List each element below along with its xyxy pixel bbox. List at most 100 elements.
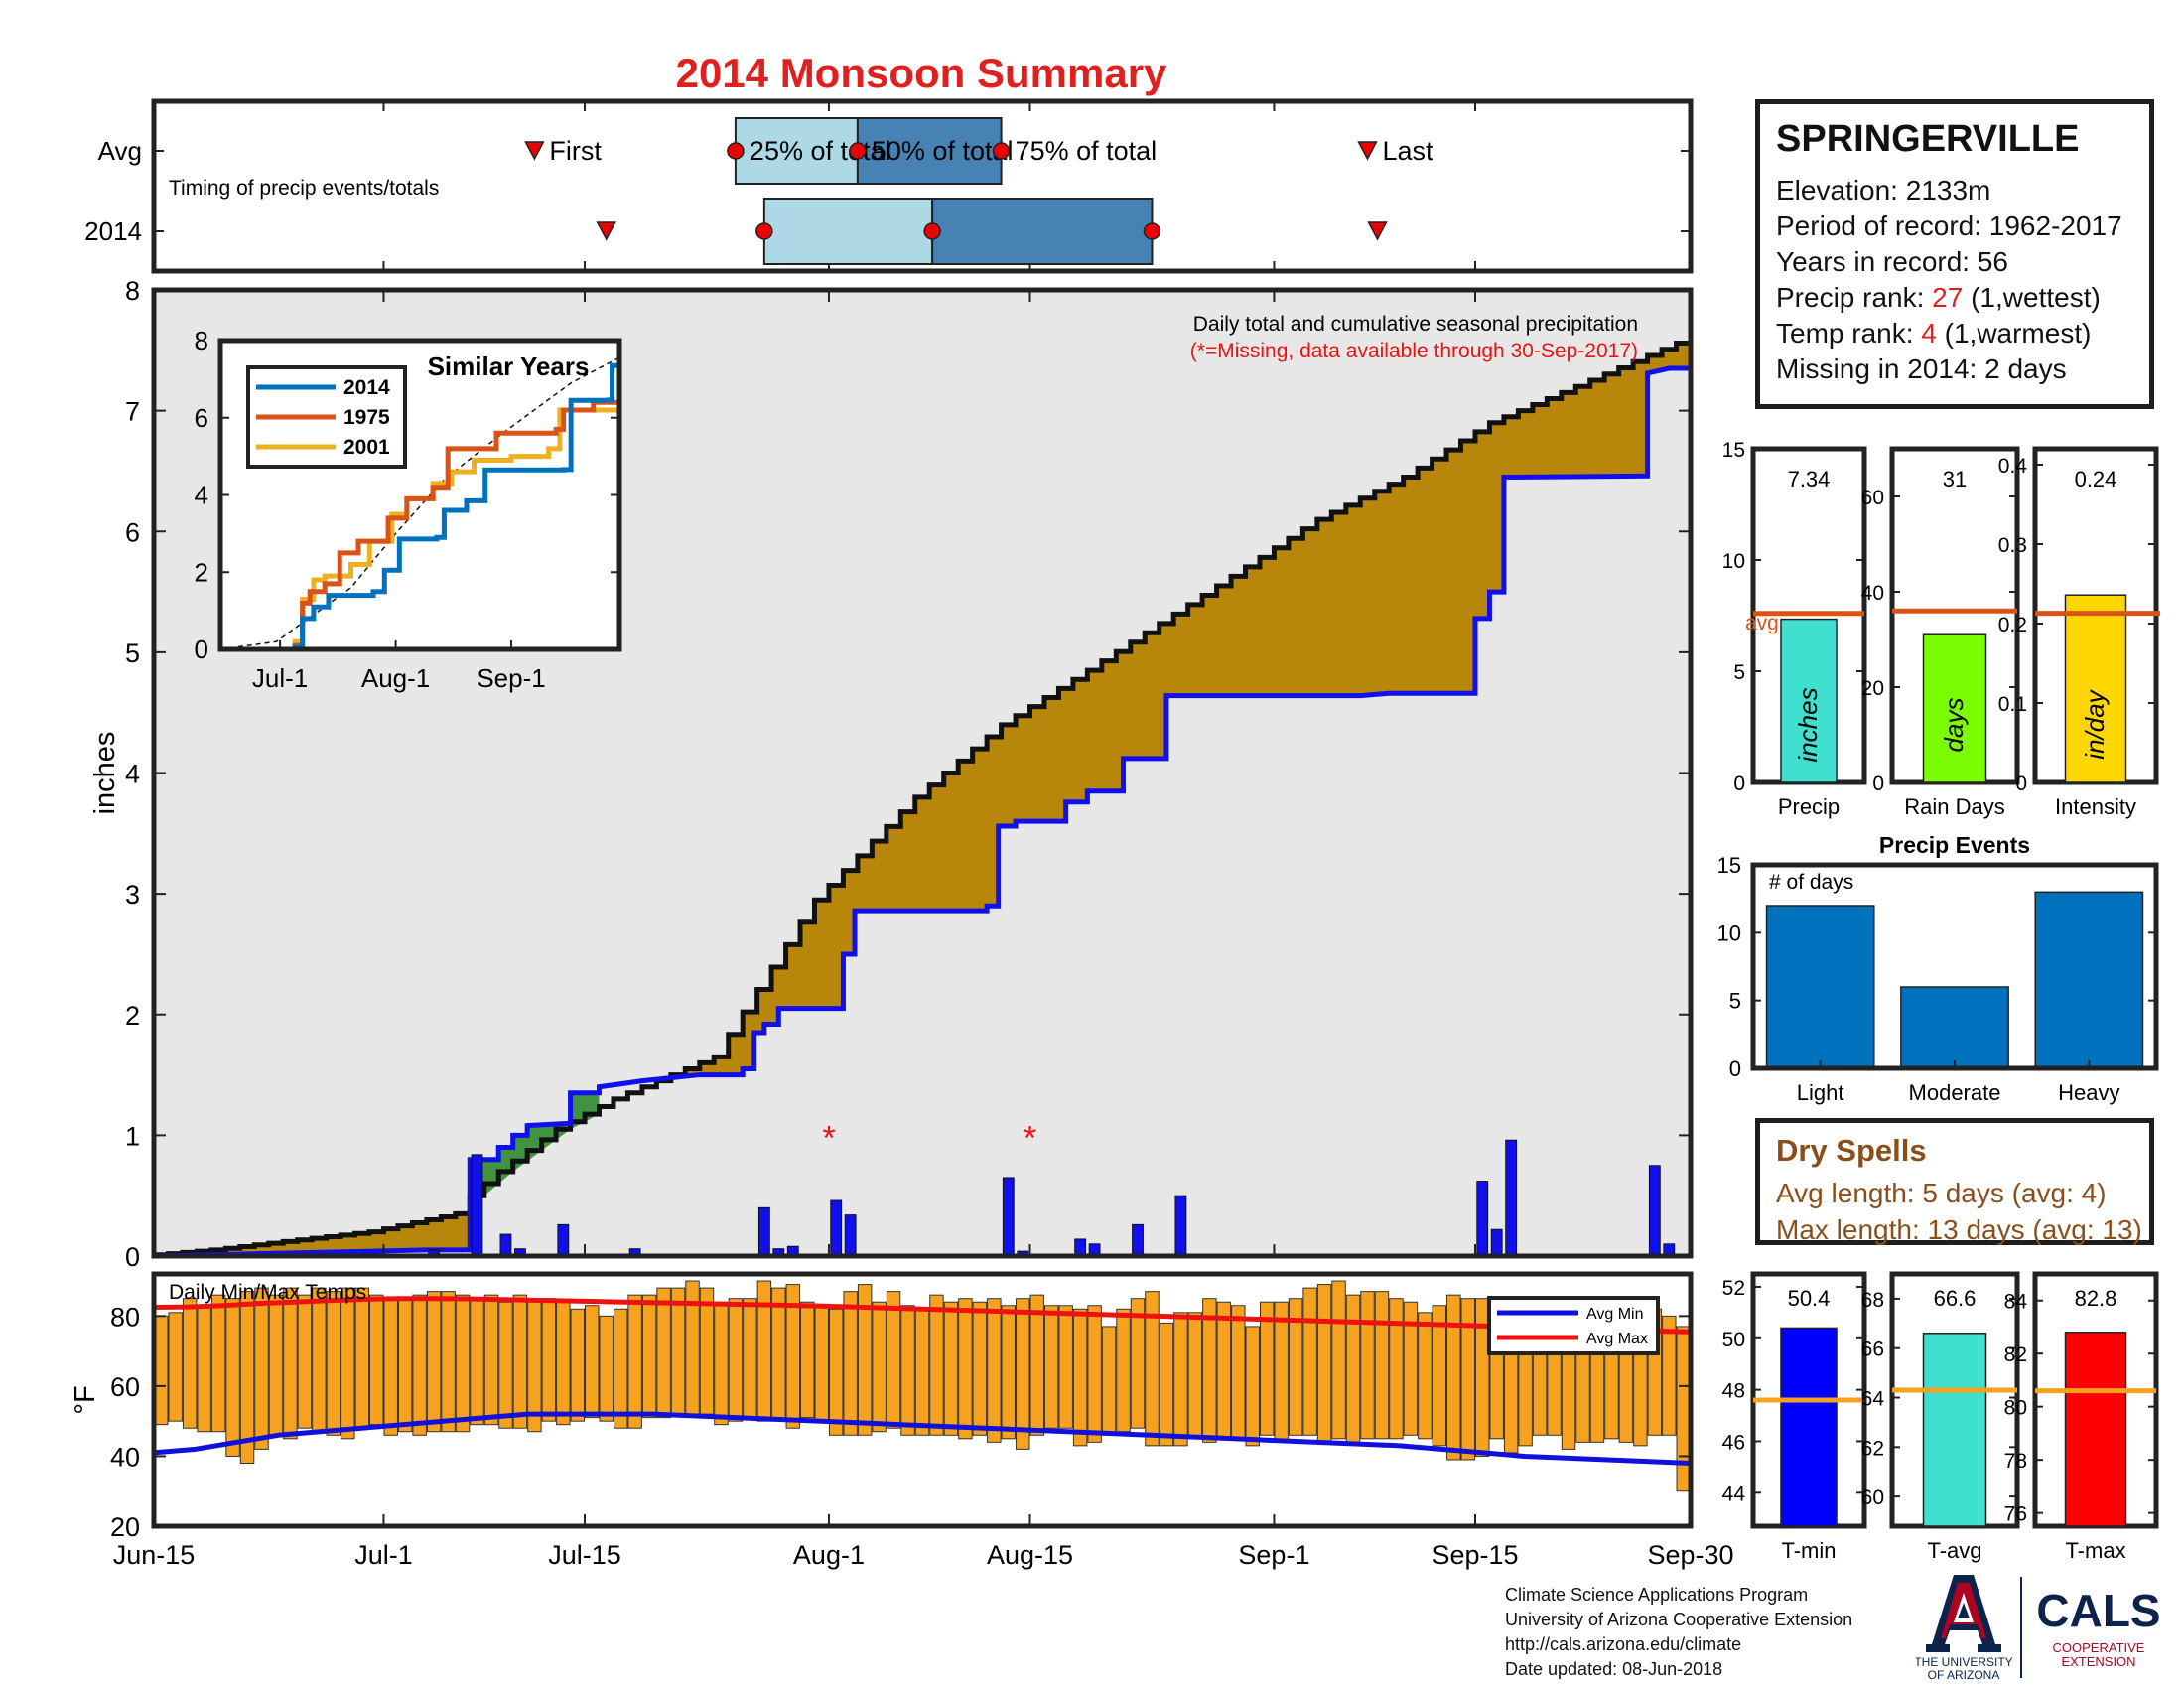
stemp-bar-t-min	[1780, 1327, 1838, 1527]
daily-temp-bar	[843, 1291, 858, 1436]
daily-temp-bar	[1159, 1322, 1174, 1447]
daily-temp-bar	[182, 1298, 198, 1429]
footer-credits: Climate Science Applications Program Uni…	[1505, 1583, 1852, 1682]
inset-ytick-label: 4	[195, 481, 208, 510]
y2014-box-50-75	[931, 198, 1154, 265]
precip-ytick-label: 5	[125, 638, 140, 668]
total-ytick-label: 0	[1872, 773, 1884, 795]
ua-logo-line2: OF ARIZONA	[1928, 1668, 2000, 1682]
precip-rank-line: Precip rank: 27 (1,wettest)	[1776, 282, 2101, 313]
precip-ytick-label: 4	[125, 760, 140, 789]
inset-ytick-label: 0	[195, 634, 208, 664]
daily-temp-bar	[312, 1287, 327, 1433]
events-frame	[1750, 862, 2159, 1071]
daily-temp-bar	[397, 1298, 413, 1433]
daily-precip-bar	[1490, 1228, 1503, 1257]
inset-ytick-label: 2	[195, 557, 208, 587]
precip-panel-note: (*=Missing, data available through 30-Se…	[1190, 340, 1638, 362]
daily-temp-bar	[1274, 1301, 1289, 1443]
daily-temp-bar	[556, 1301, 571, 1426]
daily-temp-bar	[1403, 1301, 1419, 1436]
daily-temp-bar	[1043, 1305, 1059, 1429]
stemp-ytick-label: 76	[2004, 1503, 2027, 1526]
daily-temp-bar	[1259, 1301, 1275, 1436]
daily-temp-bar	[670, 1287, 686, 1415]
daily-temp-bar	[771, 1287, 786, 1422]
daily-temp-bar	[886, 1291, 901, 1429]
precip-ytick-label: 8	[125, 276, 140, 306]
daily-temp-bar	[1418, 1312, 1433, 1440]
daily-temp-bar	[1116, 1308, 1131, 1433]
stemp-bar-t-avg	[1922, 1333, 1987, 1527]
daily-precip-bar	[844, 1214, 857, 1257]
daily-temp-bar	[1360, 1291, 1375, 1440]
precip-events-panel: Light Moderate Heavy 0 5 10 15 Precip Events # o…	[1717, 832, 2159, 1105]
figure-title: 2014 Monsoon Summary	[676, 50, 1167, 96]
dry-spells-title: Dry Spells	[1776, 1133, 1927, 1168]
daily-temp-bar	[512, 1294, 528, 1429]
total-unit-label: days	[1939, 698, 1969, 753]
daily-precip-bar	[830, 1199, 843, 1257]
precip-ytick-label: 2	[125, 1001, 140, 1031]
daily-temp-bar	[1001, 1305, 1017, 1440]
daily-temp-bar	[1101, 1326, 1117, 1436]
inset-xtick-label: Jul-1	[252, 663, 308, 693]
daily-temp-bar	[728, 1298, 744, 1422]
events-annotation: # of days	[1769, 871, 1853, 894]
daily-temp-bar	[455, 1294, 471, 1433]
daily-temp-bar	[268, 1294, 284, 1436]
daily-temp-bar	[1288, 1298, 1303, 1436]
daily-temp-bar	[1676, 1326, 1692, 1492]
daily-temp-bar	[341, 1287, 355, 1440]
avg-box-25-50	[734, 117, 859, 185]
temps-legend-box	[1487, 1296, 1660, 1355]
inset-series-2014	[220, 362, 619, 652]
avg-q75-marker	[992, 142, 1011, 160]
footer-line-1: Climate Science Applications Program	[1505, 1585, 1809, 1605]
total-value-label: 31	[1943, 467, 1967, 492]
total-bar-rain-days	[1922, 633, 1987, 783]
daily-temp-bar	[326, 1291, 341, 1436]
daily-precip-bar	[1648, 1165, 1661, 1257]
daily-temp-bar	[857, 1284, 873, 1436]
inset-legend-label-2001: 2001	[343, 436, 390, 459]
total-ytick-label: 60	[1861, 487, 1884, 509]
total-ytick-label: 0	[2015, 773, 2027, 795]
daily-temp-bar	[656, 1287, 671, 1419]
daily-precip-bar	[1476, 1181, 1489, 1257]
daily-temp-bar	[426, 1291, 442, 1433]
cals-sub-line2: EXTENSION	[2061, 1654, 2135, 1669]
stemp-value-label: 66.6	[1934, 1286, 1977, 1311]
season-temps-panels: 44 46 48 50 52 50.4 T-min 60 62 64 66 68 66.6 T-avg 76…	[1722, 1271, 2159, 1563]
inset-legend-label-2014: 2014	[343, 376, 390, 399]
daily-precip-bar	[499, 1233, 512, 1257]
daily-temp-bar	[1460, 1298, 1475, 1461]
timing-row-label: Avg	[98, 136, 142, 166]
stemp-ytick-label: 80	[2004, 1397, 2027, 1420]
daily-temp-bar	[613, 1308, 628, 1429]
inset-ytick-label: 6	[195, 403, 208, 433]
daily-temp-bar	[1173, 1312, 1188, 1447]
precip-main-panel: * * 0 1 2 3 4 5 6 7 8 inches Daily total and cumulat…	[89, 276, 1694, 1272]
avg-q50-label: 50% of total	[872, 136, 1014, 166]
years-line: Years in record: 56	[1776, 246, 2009, 277]
precip-ytick-label: 6	[125, 517, 140, 547]
daily-temp-bar	[354, 1287, 370, 1429]
date-axis-label: Aug-15	[987, 1540, 1073, 1570]
precip-panel-title: Daily total and cumulative seasonal prec…	[1193, 313, 1638, 336]
temps-ylabel: °F	[69, 1385, 101, 1414]
daily-temp-bar	[1145, 1291, 1160, 1447]
inset-avg-dashed-line	[219, 356, 620, 650]
event-category-label: Heavy	[2058, 1080, 2119, 1105]
stemp-ytick-label: 62	[1861, 1437, 1884, 1460]
daily-temp-bar	[1029, 1294, 1044, 1436]
daily-temp-bar	[599, 1315, 614, 1422]
y2014-last-marker	[1367, 221, 1388, 241]
stemp-value-label: 50.4	[1788, 1286, 1831, 1311]
date-axis-label: Jul-1	[354, 1540, 413, 1570]
daily-temp-bar	[828, 1308, 844, 1436]
total-unit-label: in/day	[2080, 688, 2110, 759]
avg-box-50-75	[856, 117, 1003, 185]
total-ytick-label: 0.3	[1998, 534, 2027, 557]
